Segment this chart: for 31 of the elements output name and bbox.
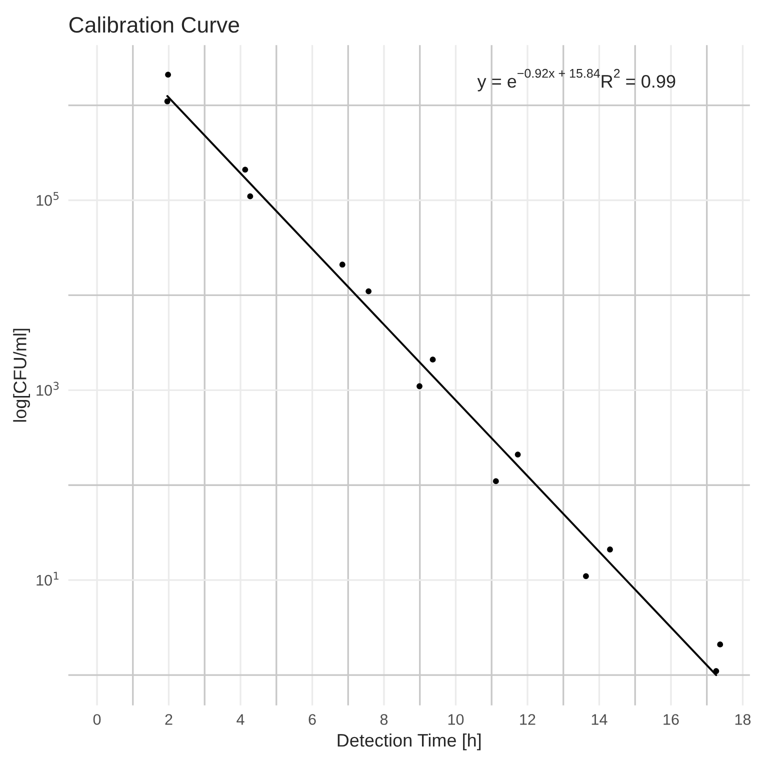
point — [492, 478, 499, 484]
point — [514, 452, 521, 458]
y-tick-label: 10$^{5}$ — [36, 192, 59, 206]
point — [366, 288, 372, 294]
point — [247, 193, 254, 200]
x-tick-label: 6 — [308, 714, 316, 725]
x-tick-label: 10 — [448, 714, 464, 725]
x-tick-label: 18 — [735, 714, 751, 725]
point — [339, 262, 346, 268]
x-axis-title: Detection Time [h] — [338, 733, 481, 750]
x-tick-label: 2 — [165, 714, 172, 725]
y-tick-label: 10$^{1}$ — [36, 572, 58, 586]
y-tick-label: 10$^{3}$ — [36, 382, 59, 396]
point — [583, 573, 589, 580]
point — [607, 546, 613, 552]
point — [242, 166, 248, 173]
point — [164, 98, 170, 104]
point — [416, 383, 422, 390]
x-tick-label: 14 — [592, 714, 608, 725]
x-tick-label: 16 — [664, 714, 679, 725]
annotation: y = e−0.92x + 15.84R2 = 0.99 — [477, 68, 676, 92]
chart-title: Calibration Curve — [69, 16, 239, 33]
x-tick-label: 12 — [520, 714, 536, 725]
x-tick-label: 8 — [380, 714, 388, 725]
x-tick-label: 0 — [93, 714, 101, 725]
point — [717, 642, 724, 648]
point — [165, 72, 171, 78]
y-axis-title: log[CFU/ml] — [13, 328, 30, 422]
point — [430, 356, 436, 363]
point — [713, 668, 720, 674]
x-tick-label: 4 — [236, 714, 244, 725]
